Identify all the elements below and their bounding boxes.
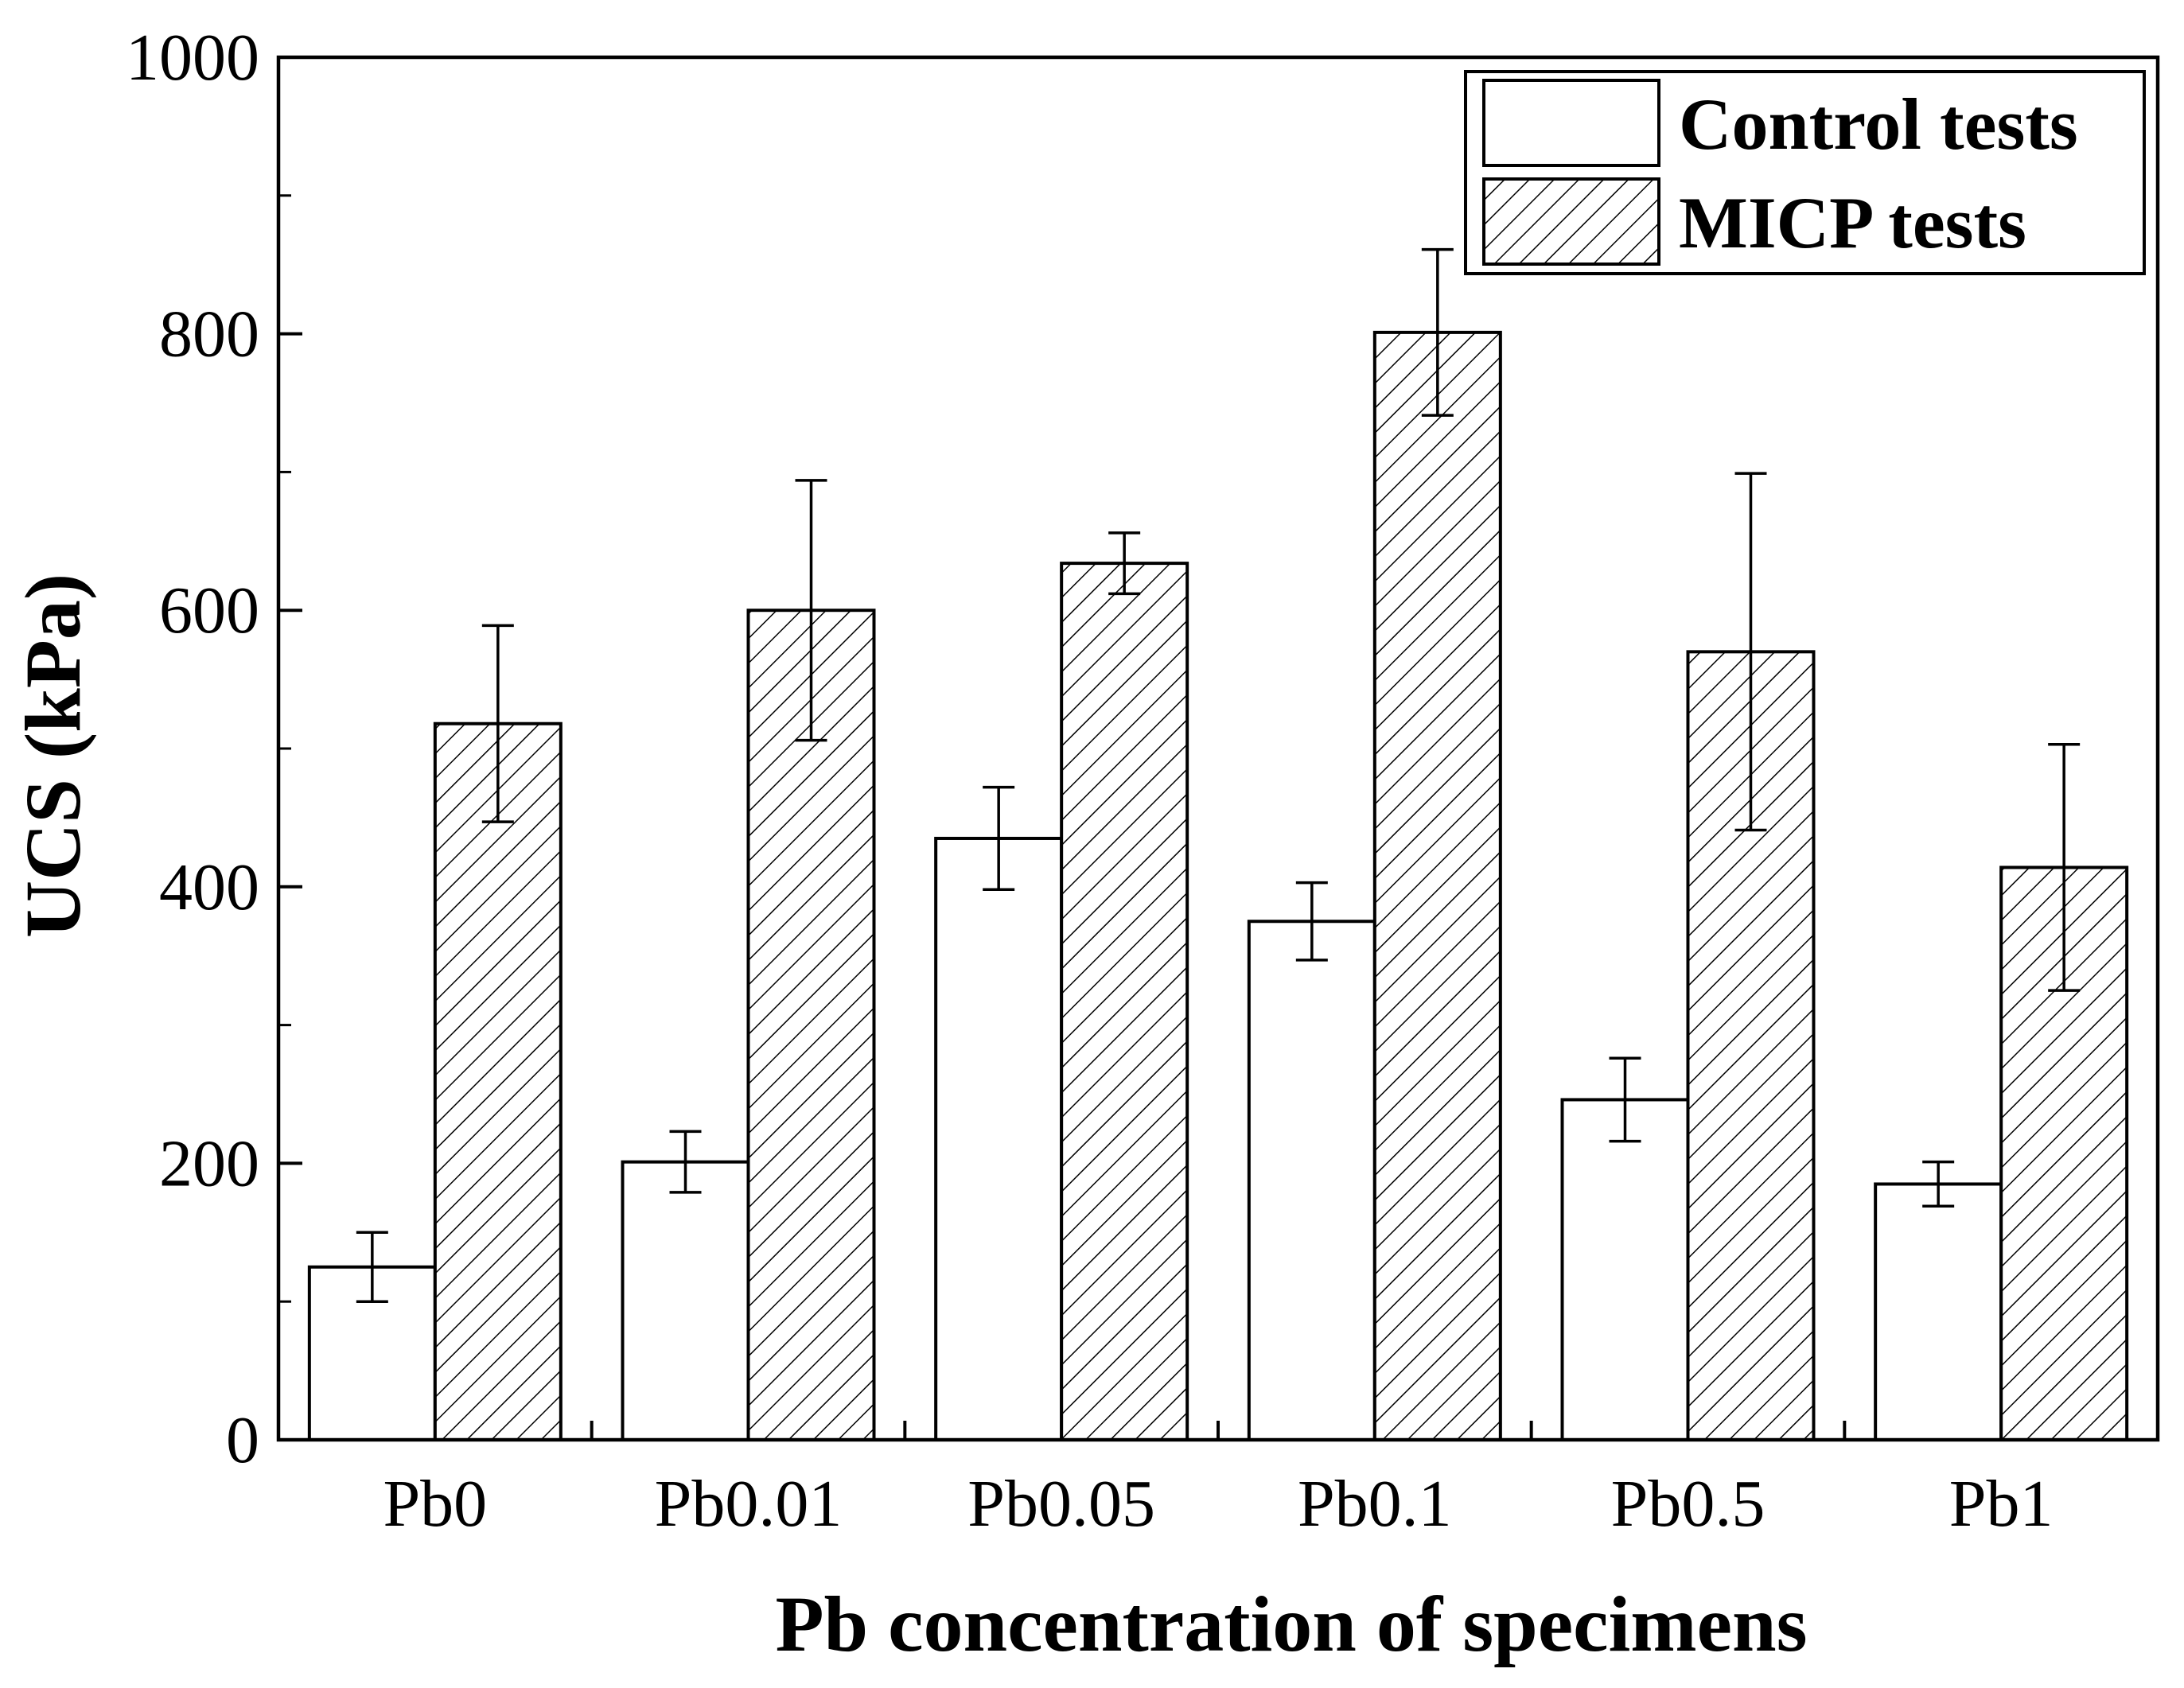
legend-label-control: Control tests xyxy=(1679,84,2078,165)
y-tick-label: 600 xyxy=(159,574,259,648)
bar-control-Pb0.05 xyxy=(934,836,1064,1441)
legend-swatch-micp xyxy=(1482,177,1660,266)
y-tick-label: 1000 xyxy=(126,21,259,95)
bar-micp-Pb0.05 xyxy=(1060,562,1189,1441)
bar-micp-Pb0 xyxy=(433,721,563,1441)
legend: Control tests MICP tests xyxy=(1464,70,2146,275)
y-axis-title: UCS (kPa) xyxy=(9,574,97,938)
x-tick-label-Pb0.01: Pb0.01 xyxy=(655,1467,843,1541)
bar-control-Pb0.01 xyxy=(621,1160,750,1441)
bar-micp-Pb0.01 xyxy=(746,609,876,1442)
bar-control-Pb1 xyxy=(1874,1182,2003,1441)
x-tick-label-Pb0: Pb0 xyxy=(383,1467,487,1541)
bar-control-Pb0.1 xyxy=(1247,920,1376,1441)
bar-micp-Pb0.1 xyxy=(1372,330,1502,1441)
plot-area: 0 200 400 600 800 1000 Pb0 Pb0.01 Pb0.05 Pb0.1 Pb0… xyxy=(126,21,2160,1541)
legend-label-micp: MICP tests xyxy=(1679,182,2026,263)
bar-control-Pb0.5 xyxy=(1560,1098,1690,1442)
x-tick-label-Pb0.05: Pb0.05 xyxy=(967,1467,1155,1541)
y-tick-label: 400 xyxy=(159,850,259,924)
x-axis-title: Pb concentration of specimens xyxy=(775,1580,1807,1668)
y-tick-label: 200 xyxy=(159,1126,259,1200)
y-tick-label: 0 xyxy=(226,1403,259,1477)
x-tick-label-Pb0.5: Pb0.5 xyxy=(1611,1467,1765,1541)
x-tick-label-Pb0.1: Pb0.1 xyxy=(1298,1467,1452,1541)
legend-swatch-control xyxy=(1482,79,1660,167)
x-tick-label-Pb1: Pb1 xyxy=(1949,1467,2054,1541)
y-tick-label: 800 xyxy=(159,298,259,371)
